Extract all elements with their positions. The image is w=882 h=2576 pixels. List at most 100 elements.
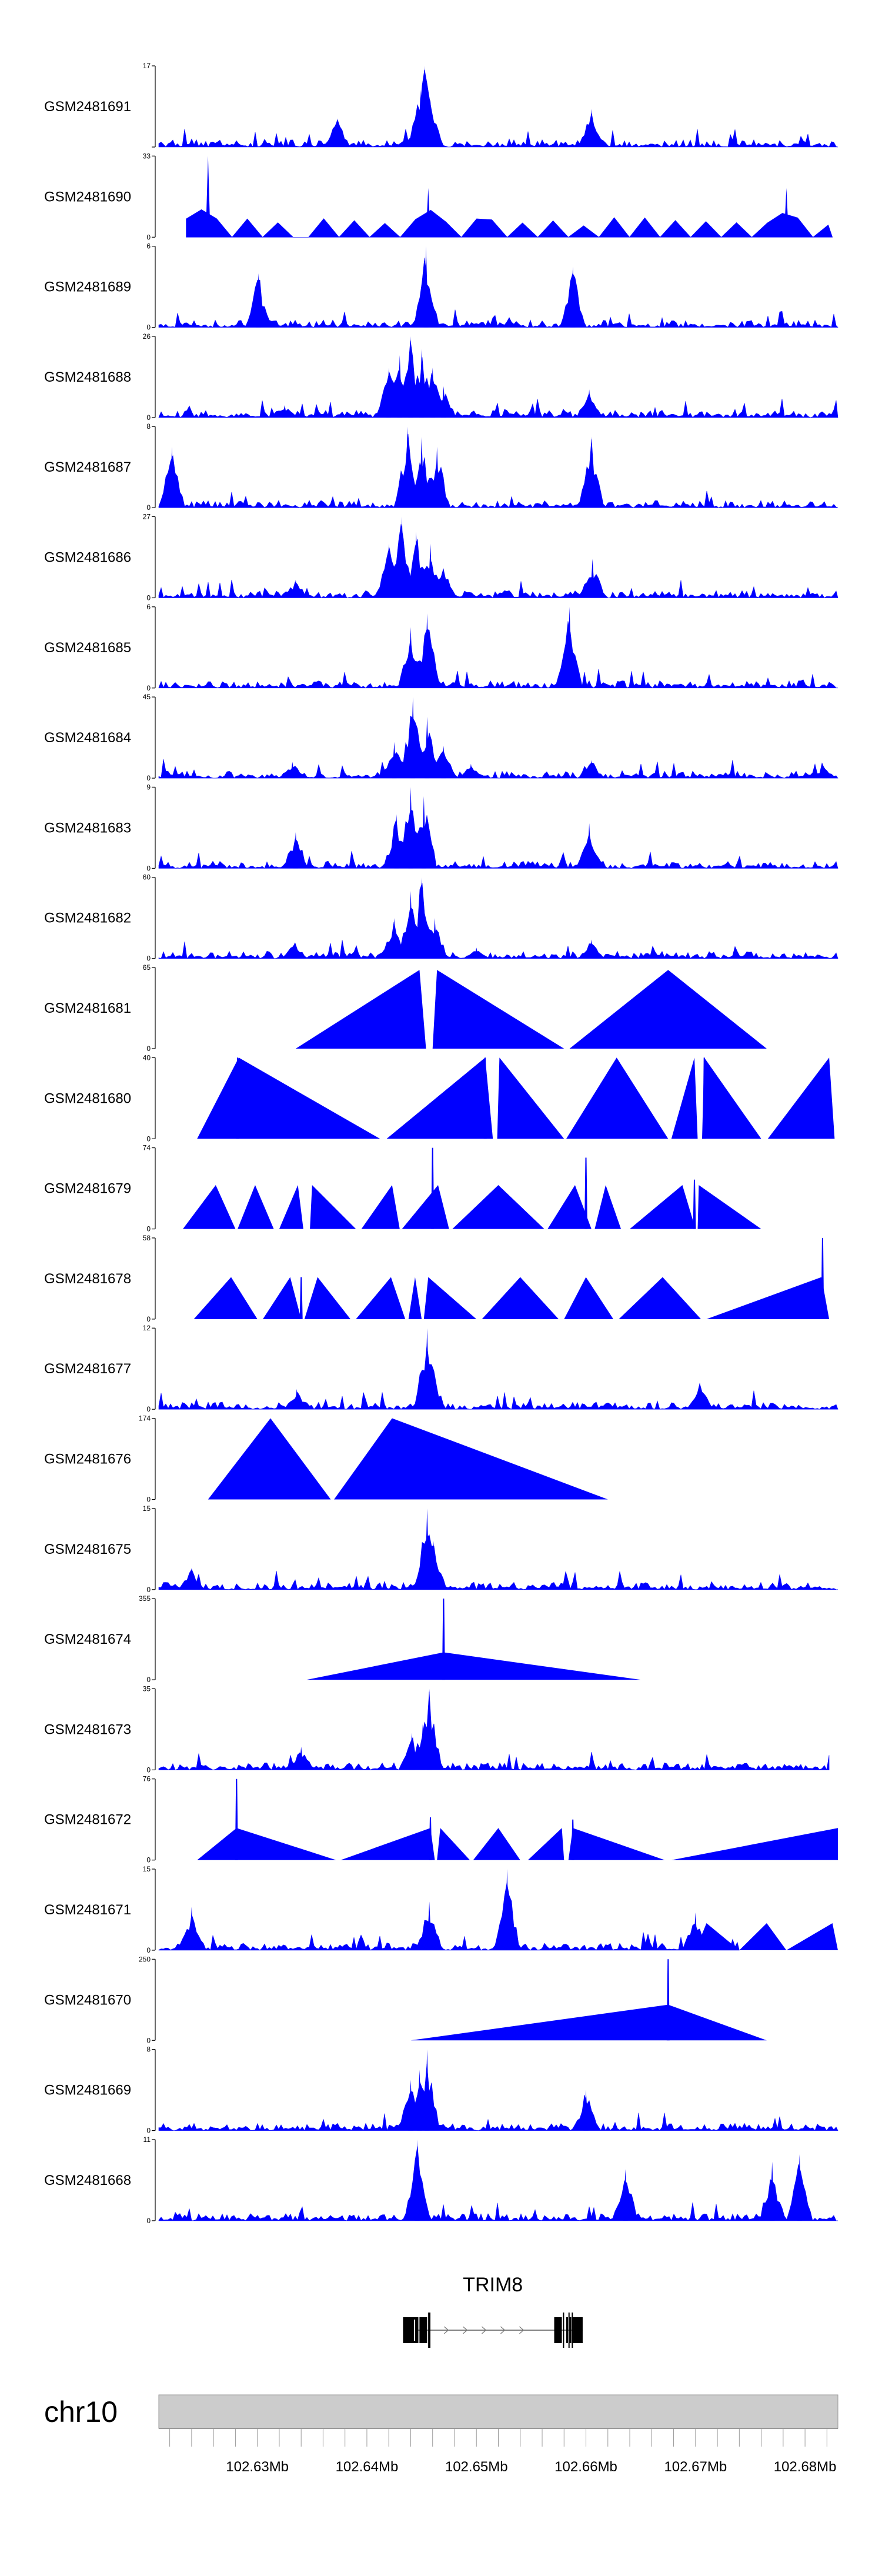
track-label: GSM2481675	[44, 1541, 131, 1557]
coverage-peak	[417, 2070, 422, 2131]
track-GSM2481673: GSM2481673 35 0	[44, 1684, 830, 1774]
coverage-triangle	[340, 1828, 435, 1860]
y-tick-label-max: 12	[143, 1324, 151, 1332]
y-tick-label-max: 33	[143, 152, 151, 160]
gene-exon	[403, 2317, 419, 2343]
strand-chevron	[444, 2326, 449, 2334]
coverage-triangle	[739, 1923, 787, 1950]
track-label: GSM2481688	[44, 369, 131, 385]
strand-chevron	[463, 2326, 468, 2334]
track-label: GSM2481690	[44, 189, 131, 205]
coverage-spike	[299, 1277, 303, 1319]
track-GSM2481675: GSM2481675 15 0	[44, 1504, 838, 1594]
coverage-triangle	[183, 1185, 236, 1229]
coverage-spike	[584, 1157, 587, 1229]
coverage-peak	[427, 1689, 432, 1770]
track-GSM2481689: GSM2481689 6 0	[44, 242, 838, 332]
coverage-peak	[386, 368, 392, 418]
coverage-triangle	[482, 1277, 559, 1319]
coverage-triangle	[423, 1277, 477, 1319]
coverage-peak	[770, 2161, 775, 2221]
coverage-triangle	[361, 1185, 400, 1229]
coverage-peak	[425, 716, 430, 779]
coverage-peak	[290, 762, 295, 779]
coverage-peak	[421, 796, 426, 869]
coverage-peak	[693, 1912, 698, 1950]
y-tick-label-min: 0	[146, 2217, 151, 2225]
coverage-triangle	[334, 1418, 608, 1500]
track-label: GSM2481680	[44, 1090, 131, 1106]
coverage-peak	[294, 1389, 299, 1410]
chromosome-ideogram	[158, 2394, 838, 2429]
coverage-peak	[256, 273, 261, 328]
y-tick-label-max: 15	[143, 1865, 151, 1873]
coverage-triangle	[208, 1418, 331, 1500]
coverage-peak	[589, 939, 594, 959]
y-tick-label-min: 0	[146, 1045, 151, 1053]
coverage-peak	[587, 823, 592, 869]
y-tick-label-min: 0	[146, 1586, 151, 1594]
strand-chevron	[519, 2326, 524, 2334]
track-GSM2481671: GSM2481671 15 0	[44, 1865, 838, 1954]
y-tick-label-min: 0	[146, 1676, 151, 1684]
track-label: GSM2481687	[44, 459, 131, 475]
coverage-area	[158, 433, 838, 508]
coverage-triangle	[473, 1828, 520, 1860]
coverage-area	[186, 209, 833, 238]
y-tick-label-min: 0	[146, 684, 151, 692]
track-GSM2481684: GSM2481684 45 0	[44, 693, 838, 782]
y-tick-label-max: 8	[146, 2046, 151, 2054]
track-GSM2481678: GSM2481678 58 0	[44, 1234, 830, 1323]
y-tick-label-min: 0	[146, 503, 151, 512]
coverage-triangle	[564, 1277, 614, 1319]
coverage-triangle	[702, 1057, 761, 1139]
coverage-peak	[419, 877, 425, 959]
coverage-triangle	[295, 970, 426, 1049]
coverage-spike	[703, 1057, 706, 1139]
y-tick-label-max: 15	[143, 1504, 151, 1513]
coverage-peak	[590, 559, 595, 598]
genome-axis: chr10 102.63Mb 102.64Mb 102.65Mb 102.66Mb 102…	[44, 2394, 838, 2475]
track-label: GSM2481691	[44, 99, 131, 115]
y-tick-label-max: 26	[143, 332, 151, 341]
track-GSM2481668: GSM2481668 11 0	[44, 2135, 838, 2225]
track-GSM2481687: GSM2481687 8 0	[44, 422, 838, 512]
coverage-peak	[432, 917, 437, 959]
coverage-triangle	[619, 1277, 701, 1319]
y-tick-label-min: 0	[146, 323, 151, 332]
coverage-triangle	[568, 1828, 665, 1860]
coverage-triangle	[594, 1185, 622, 1229]
coverage-peak	[299, 1747, 304, 1770]
coverage-peak	[427, 1901, 432, 1950]
coverage-triangle	[437, 1828, 470, 1860]
track-label: GSM2481681	[44, 1000, 131, 1016]
y-tick-label-max: 17	[143, 62, 151, 70]
coverage-peak	[293, 579, 298, 598]
gene-exon	[554, 2317, 562, 2343]
coverage-peak	[797, 2154, 802, 2221]
gene-exon	[566, 2317, 568, 2343]
x-tick-label: 102.66Mb	[554, 2459, 617, 2475]
x-tick-label: 102.68Mb	[774, 2459, 837, 2475]
y-tick-label-max: 76	[143, 1775, 151, 1783]
track-label: GSM2481678	[44, 1271, 131, 1287]
coverage-triangle	[197, 1828, 336, 1860]
coverage-peak	[419, 349, 425, 418]
coverage-peak	[428, 543, 433, 598]
track-GSM2481681: GSM2481681 65 0	[44, 963, 767, 1053]
coverage-area	[158, 69, 838, 148]
y-tick-label-min: 0	[146, 1766, 151, 1774]
x-tick-label: 102.64Mb	[336, 2459, 399, 2475]
coverage-peak	[392, 742, 397, 779]
coverage-area	[158, 2064, 838, 2131]
coverage-triangle	[432, 970, 564, 1049]
coverage-triangle	[452, 1185, 544, 1229]
coverage-peak	[431, 1541, 436, 1590]
coverage-triangle	[197, 1057, 380, 1139]
coverage-peak	[784, 188, 789, 238]
coverage-peak	[425, 1328, 430, 1410]
y-tick-label-max: 11	[143, 2135, 151, 2144]
track-label: GSM2481689	[44, 279, 131, 295]
track-label: GSM2481672	[44, 1812, 131, 1828]
coverage-area	[158, 1344, 838, 1410]
